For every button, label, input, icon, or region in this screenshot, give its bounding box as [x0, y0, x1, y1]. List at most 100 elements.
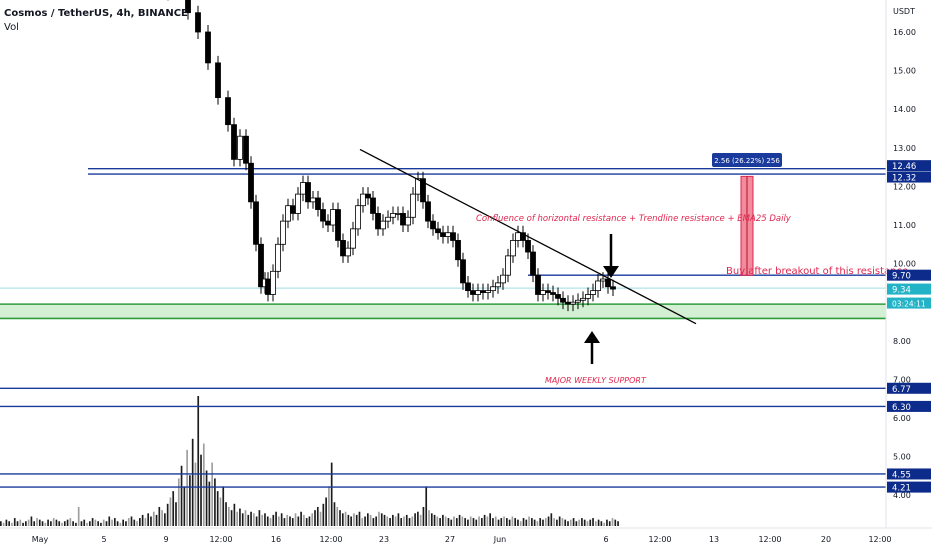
- volume-bar: [514, 518, 517, 526]
- volume-bar: [183, 486, 186, 526]
- candle: [530, 251, 536, 276]
- volume-bar: [283, 518, 286, 526]
- volume-bar: [264, 513, 266, 526]
- volume-bar: [392, 514, 394, 526]
- candle: [253, 201, 259, 245]
- price-label-text: 4.55: [892, 470, 911, 480]
- volume-bar: [414, 513, 416, 526]
- volume-bar: [464, 518, 466, 526]
- candle: [575, 299, 581, 303]
- time-tick-label: Jun: [493, 535, 507, 544]
- candle: [555, 294, 561, 299]
- volume-bar: [33, 521, 36, 526]
- candle: [495, 282, 501, 288]
- time-tick-label: May: [32, 535, 49, 544]
- volume-bar: [225, 502, 227, 526]
- volume-bar: [180, 465, 183, 526]
- volume-bar: [522, 518, 525, 526]
- annotation-confluence: Confluence of horizontal resistance + Tr…: [476, 214, 792, 224]
- volume-bar: [255, 516, 258, 526]
- volume-bar: [236, 511, 238, 526]
- volume-bar: [303, 514, 305, 526]
- volume-bar: [486, 516, 489, 526]
- volume-bar: [83, 519, 86, 526]
- volume-bar: [458, 514, 461, 526]
- volume-bar: [297, 516, 300, 526]
- volume-bar: [50, 521, 52, 526]
- volume-bar: [344, 511, 347, 526]
- volume-bar: [339, 510, 341, 526]
- candle: [475, 290, 481, 295]
- volume-bar: [172, 491, 175, 526]
- price-label-text: 6.30: [892, 403, 911, 413]
- volume-bar: [22, 522, 24, 526]
- volume-bar: [80, 521, 83, 526]
- volume-bar: [422, 506, 425, 526]
- volume-bar: [380, 513, 383, 526]
- candle: [400, 213, 406, 226]
- price-tick-label: 16.00: [893, 28, 916, 37]
- volume-bar: [511, 516, 514, 526]
- candle: [585, 294, 591, 299]
- volume-bar: [152, 511, 155, 526]
- volume-bar: [492, 518, 494, 526]
- volume-bar: [253, 513, 255, 526]
- volume-bar: [216, 491, 219, 526]
- volume-bar: [469, 516, 472, 526]
- volume-bar: [567, 521, 569, 526]
- volume-bar: [367, 513, 369, 526]
- candle: [540, 290, 546, 295]
- candle: [248, 162, 254, 203]
- candle: [545, 290, 551, 293]
- volume-bar: [311, 513, 314, 526]
- candle: [435, 228, 441, 234]
- volume-bar: [475, 519, 478, 526]
- volume-bar: [336, 506, 339, 526]
- volume-bar: [433, 514, 436, 526]
- price-tick-label: 13.00: [893, 144, 916, 153]
- volume-bar: [86, 522, 88, 526]
- volume-bar: [77, 506, 80, 526]
- volume-bar: [25, 521, 27, 526]
- volume-bar: [5, 519, 8, 526]
- candle: [270, 270, 276, 295]
- measure-label-box: [712, 153, 782, 167]
- candle: [290, 205, 296, 214]
- volume-bar: [594, 521, 597, 526]
- candle: [565, 301, 571, 305]
- volume-bar: [592, 518, 594, 526]
- candle: [560, 297, 566, 303]
- volume-bar: [506, 518, 508, 526]
- time-tick-label: 12:00: [319, 535, 342, 544]
- volume-bar: [375, 516, 378, 526]
- volume-bar: [436, 516, 439, 526]
- volume-bar: [328, 486, 330, 526]
- candle: [430, 220, 436, 230]
- volume-bar: [111, 519, 113, 526]
- candle: [425, 201, 431, 222]
- candle: [460, 259, 466, 284]
- price-tick-label: 11.00: [893, 221, 916, 230]
- candle: [450, 232, 456, 241]
- volume-bar: [603, 522, 605, 526]
- candle: [570, 301, 576, 305]
- volume-bar: [247, 514, 250, 526]
- price-axis-currency: USDT: [893, 7, 915, 16]
- price-label-badge: [887, 297, 931, 309]
- arrow-down-resistance: [603, 234, 619, 278]
- candle: [295, 193, 301, 214]
- volume-bar: [581, 518, 583, 526]
- volume-bar: [500, 518, 503, 526]
- candle: [350, 228, 356, 249]
- volume-bar: [19, 519, 22, 526]
- volume-bar: [364, 516, 366, 526]
- volume-bar: [400, 518, 403, 526]
- price-tick-label: 6.00: [893, 414, 911, 423]
- candle: [345, 247, 351, 257]
- candle: [505, 255, 511, 276]
- candle: [258, 243, 264, 288]
- price-label-text: 9.70: [892, 272, 911, 282]
- price-label-badge: [887, 468, 931, 480]
- support-zone: [0, 304, 886, 319]
